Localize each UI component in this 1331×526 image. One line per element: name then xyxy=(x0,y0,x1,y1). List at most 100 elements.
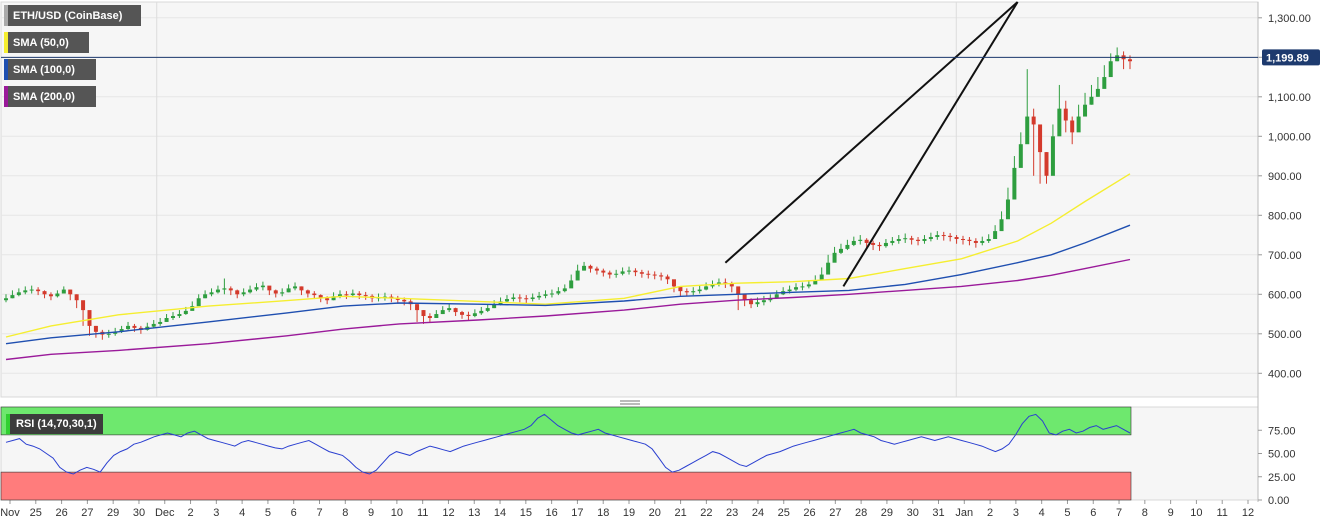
x-tick-label: 24 xyxy=(752,507,764,519)
candle-body xyxy=(941,235,946,237)
price-tick-label: 400.00 xyxy=(1268,368,1302,380)
candle-body xyxy=(344,294,349,296)
candle-body xyxy=(967,239,972,241)
candle-body xyxy=(813,280,818,285)
x-tick-label: 13 xyxy=(468,507,480,519)
candle-body xyxy=(845,244,850,249)
x-tick-label: 26 xyxy=(55,507,67,519)
candle-body xyxy=(980,240,985,243)
candle-body xyxy=(1070,120,1075,133)
x-tick-label: 10 xyxy=(1190,507,1202,519)
candle-body xyxy=(4,298,8,301)
x-tick-label: 5 xyxy=(265,507,271,519)
candle-body xyxy=(582,265,587,271)
rsi-oversold-zone xyxy=(0,471,1132,501)
candle-body xyxy=(549,293,554,295)
candle-body xyxy=(800,286,805,288)
x-tick-label: 22 xyxy=(700,507,712,519)
x-tick-label: 14 xyxy=(494,507,506,519)
candle-body xyxy=(402,299,407,302)
candle-body xyxy=(883,242,888,247)
candle-body xyxy=(806,284,811,287)
x-tick-label: 30 xyxy=(133,507,145,519)
candle-body xyxy=(55,293,60,297)
candle-body xyxy=(273,290,278,294)
candle-body xyxy=(627,270,632,272)
price-tick-label: 1,100.00 xyxy=(1268,92,1311,104)
candle-body xyxy=(350,293,355,296)
candle-body xyxy=(415,304,420,311)
candle-body xyxy=(594,268,599,271)
x-tick-label: 15 xyxy=(520,507,532,519)
candle-body xyxy=(151,323,156,327)
candle-body xyxy=(16,292,21,296)
candle-body xyxy=(704,286,709,290)
candle-body xyxy=(203,294,208,299)
candle-body xyxy=(633,270,638,273)
rsi-tick-label: 0.00 xyxy=(1268,495,1289,507)
x-tick-label: 17 xyxy=(571,507,583,519)
candle-body xyxy=(453,308,458,313)
candle-body xyxy=(1005,199,1010,220)
candle-body xyxy=(318,295,323,299)
candle-body xyxy=(248,289,253,293)
candle-body xyxy=(427,316,432,318)
candle-body xyxy=(158,321,163,324)
x-tick-label: 6 xyxy=(291,507,297,519)
candle-body xyxy=(447,308,452,311)
candle-body xyxy=(749,300,754,305)
candle-body xyxy=(838,248,843,253)
candle-body xyxy=(48,294,53,297)
x-tick-label: 16 xyxy=(546,507,558,519)
x-tick-label: 6 xyxy=(1090,507,1096,519)
sma-line-2 xyxy=(5,258,1131,361)
candle-body xyxy=(228,288,233,291)
candle-body xyxy=(601,270,606,273)
candle-body xyxy=(190,306,195,311)
price-tick-label: 600.00 xyxy=(1268,289,1302,301)
candle-body xyxy=(524,298,529,300)
x-tick-label: 27 xyxy=(829,507,841,519)
trendline-1 xyxy=(842,1,1019,287)
candle-body xyxy=(460,312,465,315)
candle-body xyxy=(742,294,747,301)
x-tick-label: 27 xyxy=(81,507,93,519)
candle-body xyxy=(293,286,298,289)
candle-body xyxy=(132,325,137,328)
candle-body xyxy=(761,300,766,303)
candle-body xyxy=(254,287,259,290)
sma-line-0 xyxy=(5,173,1131,338)
candle-body xyxy=(126,325,131,330)
candle-body xyxy=(736,286,741,295)
candle-body xyxy=(260,285,265,288)
candle-body xyxy=(890,240,895,243)
x-tick-label: 8 xyxy=(342,507,348,519)
candle-body xyxy=(530,297,535,300)
candle-body xyxy=(819,274,824,281)
candle-body xyxy=(472,313,477,317)
candle-body xyxy=(755,302,760,305)
candle-body xyxy=(222,288,227,290)
x-tick-label: 12 xyxy=(442,507,454,519)
x-tick-label: 5 xyxy=(1064,507,1070,519)
legend-title: ETH/USD (CoinBase) xyxy=(4,5,141,26)
candle-body xyxy=(215,289,220,293)
candle-body xyxy=(466,314,471,317)
candle-body xyxy=(517,297,522,299)
candle-body xyxy=(299,286,304,291)
candle-body xyxy=(106,333,111,335)
price-tick-label: 900.00 xyxy=(1268,171,1302,183)
candle-body xyxy=(1128,59,1132,62)
candle-body xyxy=(74,294,79,301)
candle-body xyxy=(1057,108,1062,137)
rsi-tick-label: 25.00 xyxy=(1268,472,1296,484)
rsi-overbought-zone xyxy=(0,406,1132,436)
candle-body xyxy=(646,273,651,275)
x-tick-label: 7 xyxy=(316,507,322,519)
x-tick-label: 10 xyxy=(391,507,403,519)
candle-body xyxy=(716,282,721,285)
last-price-label: 1,199.89 xyxy=(1266,52,1309,64)
candle-body xyxy=(729,283,734,287)
candle-body xyxy=(787,289,792,292)
